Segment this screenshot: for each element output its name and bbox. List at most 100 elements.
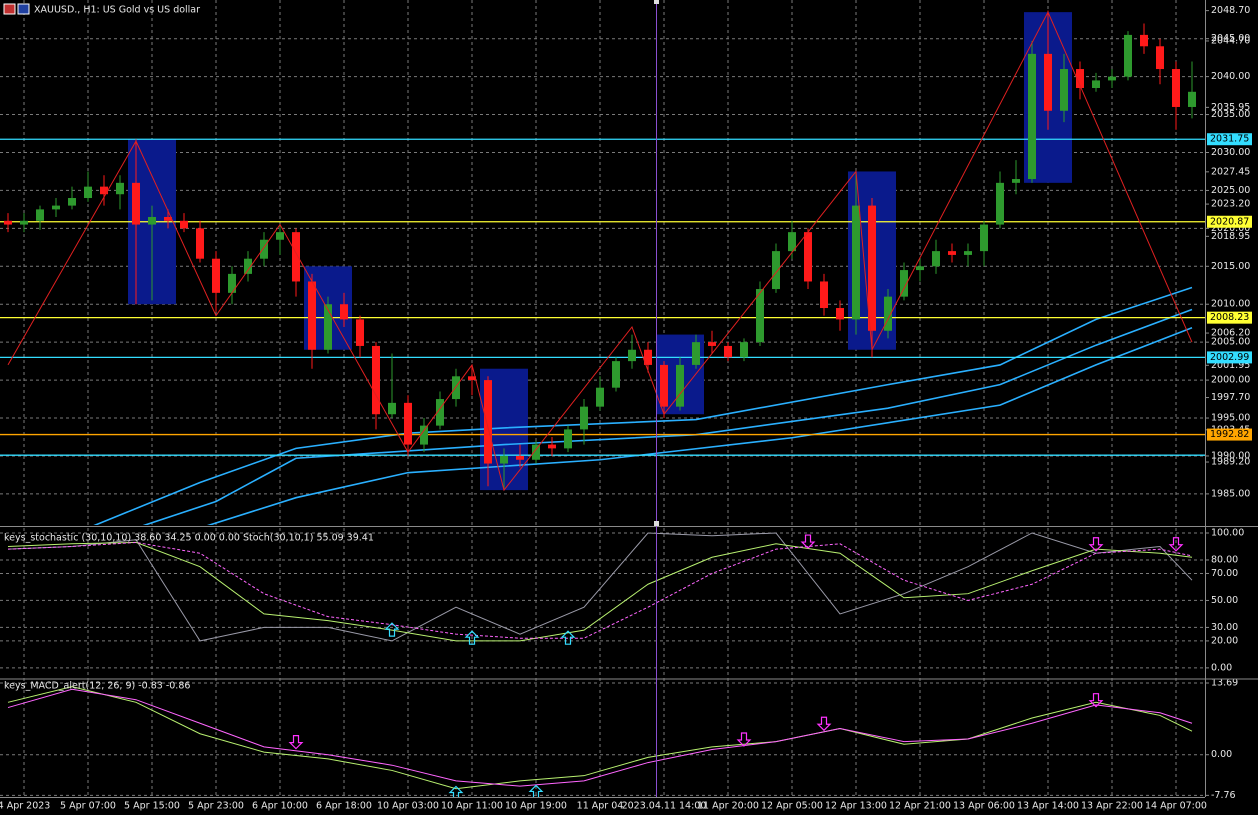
level-label: 2002.99 <box>1210 352 1249 363</box>
candle-body <box>132 182 140 225</box>
level-label: 2008.23 <box>1210 312 1249 323</box>
candle-body <box>388 402 396 415</box>
candle-body <box>644 349 652 365</box>
candle-body <box>580 406 588 430</box>
signal-arrow <box>448 785 464 797</box>
y-tick-label: 2035.95 <box>1211 102 1250 113</box>
x-tick-label: 10 Apr 11:00 <box>441 801 503 812</box>
candle-body <box>532 444 540 460</box>
y-tick-label: 0.00 <box>1211 749 1232 760</box>
chart-title: XAUUSD., H1: US Gold vs US dollar <box>34 5 200 16</box>
y-tick-label: 1995.00 <box>1211 413 1250 424</box>
x-tick-label: 13 Apr 22:00 <box>1081 801 1143 812</box>
level-tag <box>1207 311 1252 324</box>
candle-body <box>484 380 492 464</box>
x-tick-label: 6 Apr 18:00 <box>316 801 372 812</box>
candle-body <box>212 258 220 293</box>
candle-body <box>548 444 556 449</box>
y-tick-label: 2023.20 <box>1211 199 1250 210</box>
candle-body <box>1028 53 1036 180</box>
candle-body <box>4 220 12 225</box>
candle-body <box>884 296 892 331</box>
signal-arrow <box>288 735 304 750</box>
x-tick-label: 11 Apr 04 <box>577 801 624 812</box>
macd-panel <box>7 686 1193 797</box>
x-tick-label: 13 Apr 06:00 <box>953 801 1015 812</box>
candle-body <box>196 228 204 259</box>
level-tag <box>1207 428 1252 441</box>
candle-body <box>36 209 44 221</box>
x-tick-label: 2023.04.11 14:00 <box>622 801 707 812</box>
symbol-icon <box>3 3 16 15</box>
signal-arrow <box>1168 537 1184 552</box>
candle-body <box>836 308 844 320</box>
candle-body <box>500 455 508 464</box>
y-tick-label: 70.00 <box>1211 568 1238 579</box>
stochastic-panel <box>7 532 1193 645</box>
candle-body <box>516 455 524 460</box>
signal-arrow <box>736 732 752 747</box>
signal-arrow <box>1088 537 1104 552</box>
x-tick-label: 5 Apr 07:00 <box>60 801 116 812</box>
candle-body <box>1060 69 1068 111</box>
candle-body <box>804 232 812 282</box>
axis-layer: 4 Apr 2023 5 Apr 07:00 5 Apr 15:00 5 Apr 23… <box>0 5 1252 812</box>
candle-body <box>292 232 300 282</box>
indicator-line <box>7 532 1193 642</box>
x-tick-label: 12 Apr 13:00 <box>825 801 887 812</box>
y-tick-label: 1985.00 <box>1211 488 1250 499</box>
y-tick-label: 2020.00 <box>1211 223 1250 234</box>
y-tick-label: 2006.20 <box>1211 328 1250 339</box>
y-tick-label: 1990.00 <box>1211 450 1250 461</box>
candle-body <box>596 387 604 407</box>
y-tick-label: 2025.00 <box>1211 185 1250 196</box>
candle-body <box>68 198 76 206</box>
candle-body <box>436 399 444 426</box>
candle-body <box>1188 91 1196 107</box>
x-tick-label: 10 Apr 19:00 <box>505 801 567 812</box>
y-tick-label: 2045.00 <box>1211 33 1250 44</box>
candle-body <box>708 342 716 346</box>
y-tick-label: 2000.00 <box>1211 375 1250 386</box>
indicator-title: keys_stochastic (30,10,10) 38.60 34.25 0… <box>4 533 374 544</box>
candle-body <box>692 342 700 365</box>
crosshair-handle <box>654 0 659 4</box>
candle-body <box>180 220 188 229</box>
candle-body <box>228 273 236 293</box>
candle-body <box>900 270 908 297</box>
candle-body <box>980 224 988 252</box>
candle-body <box>276 232 284 240</box>
candle-body <box>1076 69 1084 89</box>
y-tick-label: 2015.00 <box>1211 261 1250 272</box>
y-tick-label: 50.00 <box>1211 595 1238 606</box>
indicator-line <box>7 541 1193 639</box>
candle-body <box>404 402 412 445</box>
candle-body <box>20 220 28 225</box>
candle-body <box>1092 80 1100 89</box>
candle-body <box>148 216 156 225</box>
crosshair-handle <box>654 521 659 526</box>
candle-body <box>788 232 796 252</box>
moving-average <box>93 286 1193 525</box>
level-tag <box>1207 215 1252 228</box>
candle-body <box>260 239 268 259</box>
y-tick-label: 2048.70 <box>1211 5 1250 16</box>
y-tick-label: 2010.00 <box>1211 299 1250 310</box>
y-tick-label: 13.69 <box>1211 677 1238 688</box>
y-tick-label: 2040.00 <box>1211 71 1250 82</box>
y-tick-label: 20.00 <box>1211 635 1238 646</box>
candle-body <box>308 281 316 350</box>
candle-body <box>1172 69 1180 107</box>
x-tick-label: 12 Apr 05:00 <box>761 801 823 812</box>
y-tick-label: 1989.20 <box>1211 457 1250 468</box>
indicator-line <box>7 688 1193 787</box>
candle-body <box>1156 46 1164 70</box>
y-tick-label: 0.00 <box>1211 662 1232 673</box>
y-tick-label: -7.76 <box>1211 790 1236 801</box>
candle-body <box>628 349 636 362</box>
candle-body <box>1012 179 1020 183</box>
candle-body <box>100 186 108 195</box>
y-tick-label: 2005.00 <box>1211 337 1250 348</box>
candle-body <box>1044 53 1052 111</box>
